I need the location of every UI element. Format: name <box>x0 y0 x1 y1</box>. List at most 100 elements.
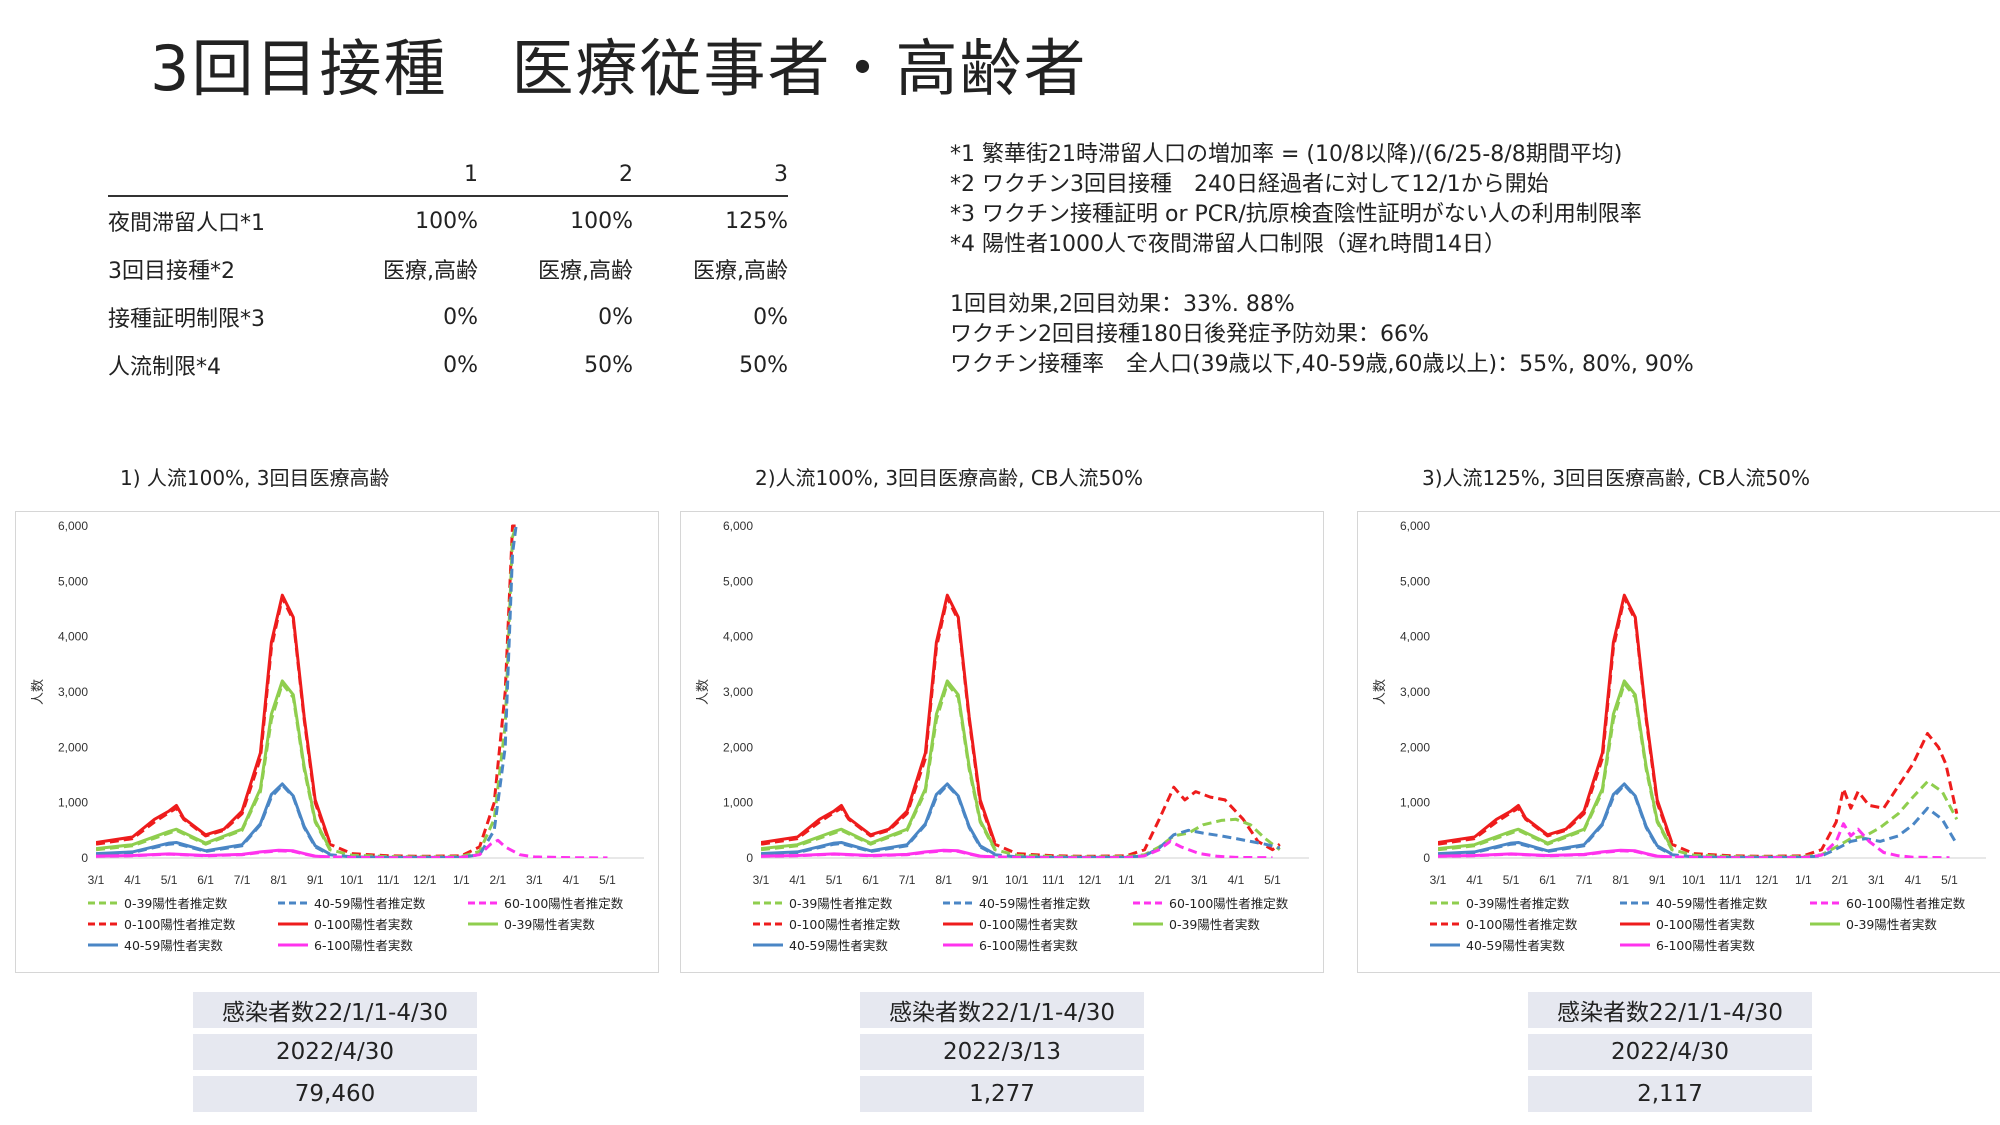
x-tick-label: 12/1 <box>1078 873 1102 887</box>
legend-swatch <box>88 901 118 904</box>
row-label: 夜間滞留人口*1 <box>108 211 265 236</box>
y-tick-label: 1,000 <box>58 796 88 810</box>
x-tick-label: 9/1 <box>1649 873 1666 887</box>
y-tick-label: 6,000 <box>1400 519 1430 533</box>
table-header-cell: 3 <box>633 158 788 197</box>
y-tick-label: 2,000 <box>58 740 88 754</box>
legend-swatch <box>1133 901 1163 904</box>
table-cell: 50% <box>739 352 788 378</box>
chart-title-1: 1) 人流100%, 3回目医療高齢 <box>120 466 390 490</box>
legend-item: 0-100陽性者推定数 <box>751 914 900 933</box>
y-tick-label: 4,000 <box>58 630 88 644</box>
legend-item: 40-59陽性者推定数 <box>941 893 1090 912</box>
legend-swatch <box>1430 901 1460 904</box>
table-header-row: 1 2 3 <box>108 158 788 197</box>
series-line-40-59-estimate <box>96 525 518 858</box>
legend-swatch <box>1810 901 1840 904</box>
line-chart-1: 0 1,000 2,000 3,000 4,000 5,000 6,000 人数 3/1 4/1 5… <box>31 519 644 887</box>
legend-label: 0-100陽性者推定数 <box>124 917 236 932</box>
x-tick-label: 12/1 <box>413 873 437 887</box>
x-tick-label: 5/1 <box>1503 873 1520 887</box>
series-line-0-100-estimate <box>761 596 1281 858</box>
x-tick-label: 2/1 <box>1832 873 1849 887</box>
y-tick-label: 2,000 <box>723 740 753 754</box>
legend-item: 0-39陽性者推定数 <box>1428 893 1569 912</box>
y-tick-label: 4,000 <box>723 630 753 644</box>
x-tick-label: 1/1 <box>453 873 470 887</box>
legend-swatch <box>1620 943 1650 946</box>
x-tick-label: 1/1 <box>1795 873 1812 887</box>
legend-item: 40-59陽性者実数 <box>86 935 223 954</box>
x-tick-label: 8/1 <box>270 873 287 887</box>
table-header-cell: 2 <box>478 158 633 197</box>
note-line: *1 繁華街21時滞留人口の増加率 = (10/8以降)/(6/25-8/8期間… <box>950 142 1623 167</box>
note-line: ワクチン接種率 全人口(39歳以下,40-59歳,60歳以上)：55%, 80%… <box>950 352 1694 377</box>
table-header-cell: 1 <box>323 158 478 197</box>
legend-item: 0-100陽性者実数 <box>1618 914 1755 933</box>
legend-label: 40-59陽性者実数 <box>789 938 888 953</box>
legend-swatch <box>1810 922 1840 925</box>
y-tick-label: 5,000 <box>1400 574 1430 588</box>
x-tick-label: 4/1 <box>1905 873 1922 887</box>
parameter-table: 1 2 3 夜間滞留人口*1 100% 100% 125% 3回目接種*2 医療… <box>108 158 788 389</box>
legend-label: 0-39陽性者推定数 <box>124 896 228 911</box>
legend-swatch <box>278 901 308 904</box>
table-row: 人流制限*4 0% 50% 50% <box>108 341 788 389</box>
y-tick-label: 1,000 <box>723 796 753 810</box>
x-tick-label: 4/1 <box>1228 873 1245 887</box>
x-tick-label: 3/1 <box>1430 873 1447 887</box>
x-tick-label: 9/1 <box>972 873 989 887</box>
legend-label: 0-39陽性者推定数 <box>1466 896 1570 911</box>
y-tick-label: 3,000 <box>1400 685 1430 699</box>
y-tick-label: 3,000 <box>58 685 88 699</box>
legend-item: 6-100陽性者実数 <box>1618 935 1755 954</box>
x-tick-label: 9/1 <box>307 873 324 887</box>
x-tick-label: 5/1 <box>1264 873 1281 887</box>
table-cell: 100% <box>415 208 478 234</box>
y-tick-label: 0 <box>1423 851 1430 865</box>
x-tick-label: 3/1 <box>526 873 543 887</box>
legend-item: 60-100陽性者推定数 <box>1131 893 1288 912</box>
x-tick-label: 5/1 <box>1941 873 1958 887</box>
legend-label: 6-100陽性者実数 <box>314 938 413 953</box>
series-line-40-59-actual <box>761 782 996 856</box>
legend-swatch <box>943 901 973 904</box>
legend-item: 0-39陽性者実数 <box>1131 914 1260 933</box>
legend-item: 0-100陽性者実数 <box>276 914 413 933</box>
x-tick-label: 7/1 <box>234 873 251 887</box>
notes-block: *1 繁華街21時滞留人口の増加率 = (10/8以降)/(6/25-8/8期間… <box>950 140 1694 380</box>
series-line-0-39-estimate <box>96 525 518 858</box>
legend-swatch <box>1620 901 1650 904</box>
legend-swatch <box>753 922 783 925</box>
y-tick-label: 0 <box>81 851 88 865</box>
chart-panel-1: 0 1,000 2,000 3,000 4,000 5,000 6,000 人数 3/1 4/1 5… <box>15 511 659 973</box>
series-line-0-100-actual <box>96 593 332 844</box>
x-tick-label: 7/1 <box>1576 873 1593 887</box>
x-tick-label: 11/1 <box>1719 873 1742 887</box>
x-tick-label: 10/1 <box>340 873 364 887</box>
legend-item: 40-59陽性者推定数 <box>1618 893 1767 912</box>
table-row: 接種証明制限*3 0% 0% 0% <box>108 293 788 341</box>
x-tick-label: 2/1 <box>490 873 507 887</box>
table-cell: 0% <box>443 352 478 378</box>
legend-swatch <box>468 901 498 904</box>
series-line-40-59-actual <box>96 782 331 856</box>
table-cell: 100% <box>570 208 633 234</box>
series-group <box>1438 593 1959 858</box>
series-group <box>761 593 1281 858</box>
x-tick-label: 4/1 <box>124 873 141 887</box>
series-group <box>96 524 608 858</box>
y-axis-label: 人数 <box>696 679 711 705</box>
legend-label: 0-100陽性者推定数 <box>1466 917 1578 932</box>
legend-label: 0-39陽性者実数 <box>1846 917 1937 932</box>
y-tick-label: 1,000 <box>1400 796 1430 810</box>
x-tick-label: 6/1 <box>862 873 879 887</box>
x-tick-label: 7/1 <box>899 873 916 887</box>
y-tick-label: 3,000 <box>723 685 753 699</box>
legend-item: 6-100陽性者実数 <box>276 935 413 954</box>
x-tick-label: 4/1 <box>789 873 806 887</box>
series-line-0-39-actual <box>761 679 997 851</box>
legend-label: 60-100陽性者推定数 <box>1169 896 1289 911</box>
table-row: 3回目接種*2 医療,高齢 医療,高齢 医療,高齢 <box>108 245 788 293</box>
chart-title-2: 2)人流100%, 3回目医療高齢, CB人流50% <box>755 466 1143 490</box>
